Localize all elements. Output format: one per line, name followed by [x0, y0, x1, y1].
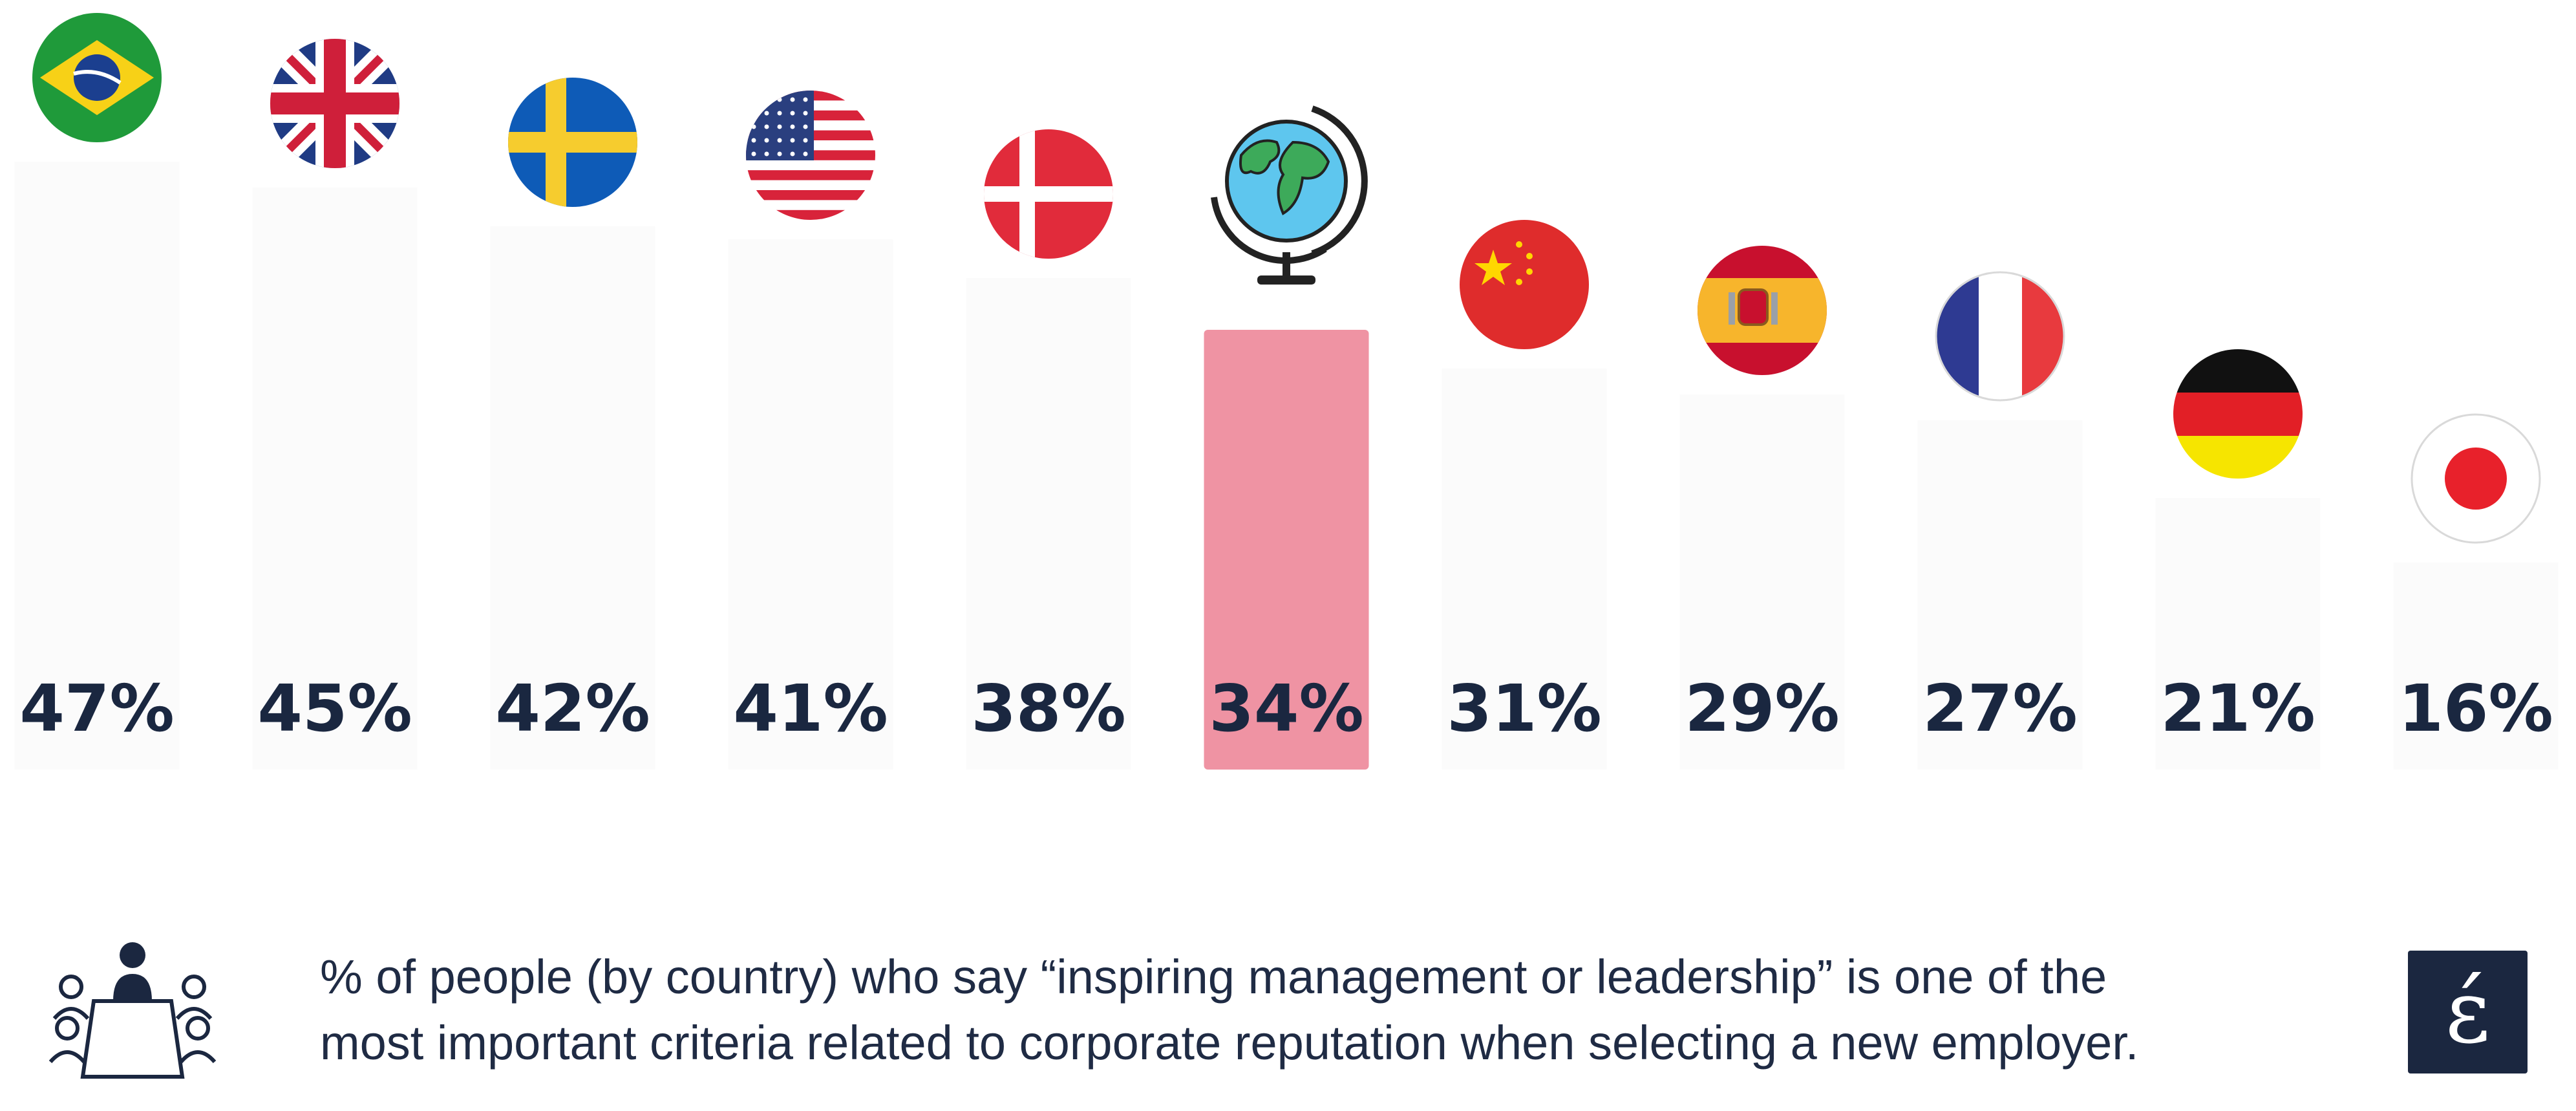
bar-china	[1442, 369, 1607, 770]
bar-sweden	[490, 226, 655, 770]
brazil-flag-icon	[32, 13, 162, 142]
usa-flag-icon	[746, 91, 875, 220]
sweden-flag-icon	[508, 78, 637, 207]
denmark-flag-icon	[984, 129, 1113, 259]
bar-germany	[2155, 498, 2321, 770]
caption-line-1: % of people (by country) who say “inspir…	[320, 950, 2107, 1004]
caption-line-2: most important criteria related to corpo…	[320, 1016, 2139, 1070]
spain-flag-icon	[1698, 246, 1827, 375]
meeting-table-icon	[45, 938, 239, 1086]
value-label-sweden: 42%	[495, 671, 650, 746]
bar-global	[1204, 330, 1369, 770]
chart-caption: % of people (by country) who say “inspir…	[320, 944, 2324, 1076]
value-label-denmark: 38%	[971, 671, 1125, 746]
uk-flag-icon	[270, 39, 399, 168]
bar-united-kingdom	[252, 188, 418, 770]
value-label-brazil: 47%	[19, 671, 174, 746]
value-label-united-kingdom: 45%	[257, 671, 412, 746]
value-label-united-states: 41%	[733, 671, 888, 746]
bar-spain	[1679, 394, 1845, 770]
value-label-france: 27%	[1922, 671, 2077, 746]
globe-icon	[1211, 105, 1368, 285]
value-label-spain: 29%	[1685, 671, 1839, 746]
brand-logo: έ	[2408, 951, 2528, 1073]
value-label-japan: 16%	[2398, 671, 2553, 746]
bar-japan	[2393, 563, 2559, 770]
value-label-china: 31%	[1447, 671, 1601, 746]
france-flag-icon	[1935, 271, 2065, 402]
china-flag-icon	[1460, 220, 1589, 349]
germany-flag-icon	[2173, 349, 2303, 479]
japan-flag-icon	[2411, 413, 2541, 544]
bar-brazil	[14, 162, 180, 770]
bar-united-states	[728, 239, 893, 770]
value-label-germany: 21%	[2160, 671, 2315, 746]
value-label-global: 34%	[1209, 671, 1363, 746]
bar-france	[1917, 420, 2083, 770]
bar-denmark	[966, 278, 1131, 770]
